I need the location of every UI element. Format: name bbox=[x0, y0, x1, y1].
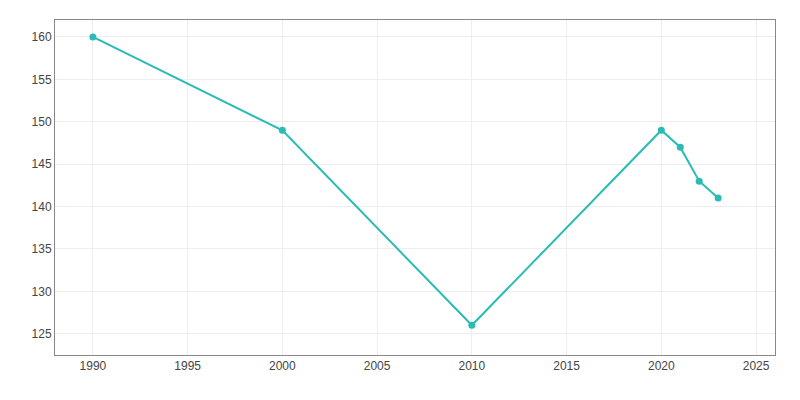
svg-text:1990: 1990 bbox=[80, 359, 107, 373]
svg-text:135: 135 bbox=[32, 242, 52, 256]
svg-text:2015: 2015 bbox=[553, 359, 580, 373]
svg-text:130: 130 bbox=[32, 285, 52, 299]
svg-text:2010: 2010 bbox=[458, 359, 485, 373]
svg-text:140: 140 bbox=[32, 200, 52, 214]
svg-text:1995: 1995 bbox=[174, 359, 201, 373]
svg-text:2000: 2000 bbox=[269, 359, 296, 373]
svg-text:2020: 2020 bbox=[648, 359, 675, 373]
svg-text:160: 160 bbox=[32, 30, 52, 44]
svg-text:125: 125 bbox=[32, 327, 52, 341]
svg-text:145: 145 bbox=[32, 157, 52, 171]
svg-text:155: 155 bbox=[32, 73, 52, 87]
svg-text:2025: 2025 bbox=[743, 359, 770, 373]
svg-text:150: 150 bbox=[32, 115, 52, 129]
svg-text:2005: 2005 bbox=[364, 359, 391, 373]
